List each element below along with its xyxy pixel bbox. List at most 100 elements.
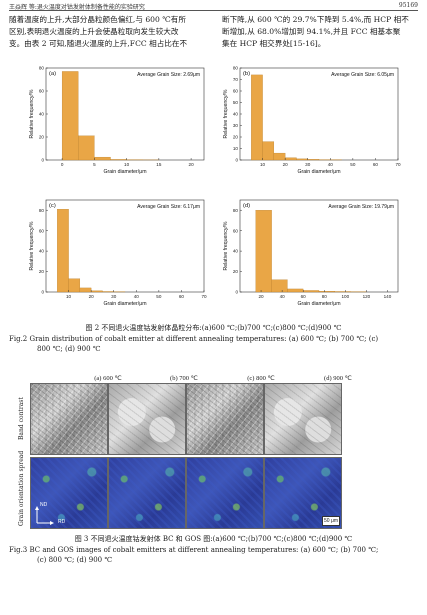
x-tick-label: 5 — [93, 162, 96, 167]
scale-bar: 50 μm — [322, 516, 340, 526]
y-tick-label: 0 — [235, 290, 238, 295]
bc-image-800 — [186, 383, 264, 455]
bar — [262, 141, 275, 161]
y-tick-label: 40 — [39, 249, 45, 254]
x-tick-label: 60 — [179, 294, 185, 299]
histogram-a: 0 20 40 60 80 0 5 10 15 20 Grain diameter/μm Relati… — [28, 64, 208, 182]
average-grain-size: Average Grain Size: 19.79μm — [328, 204, 394, 210]
y-tick-label: 20 — [233, 135, 239, 140]
x-tick-label: 20 — [283, 162, 289, 167]
bar — [61, 71, 79, 161]
x-tick-label: 10 — [124, 162, 130, 167]
fig2-caption-en-line: Fig.2 Grain distribution of cobalt emitt… — [9, 335, 379, 343]
histogram-b: 0 10 20 30 40 50 60 70 80 10 20 30 40 50 60 70 Grain dia… — [222, 64, 402, 182]
y-tick-label: 40 — [39, 112, 45, 117]
x-tick-label: 60 — [373, 162, 379, 167]
fig2-caption-en: Fig.2 Grain distribution of cobalt emitt… — [9, 334, 378, 354]
x-axis-label: Grain diameter/μm — [103, 301, 146, 307]
intro-left-column: 随着温度的上升,大部分晶粒颜色偏红,与 600 ℃有所 区别,表明退火温度的上升… — [9, 14, 214, 50]
x-tick-label: 60 — [301, 294, 307, 299]
bar — [68, 278, 81, 293]
x-tick-label: 140 — [384, 294, 392, 299]
bar — [334, 291, 351, 293]
y-tick-label: 80 — [233, 208, 239, 213]
histogram-svg: 0 20 40 60 80 10 20 30 40 50 60 70 Grain diameter/μm… — [29, 199, 207, 307]
x-tick-label: 40 — [134, 294, 140, 299]
x-axis-label: Grain diameter/μm — [103, 169, 146, 175]
col-label-700: (b) 700 ℃ — [170, 375, 198, 382]
bar — [296, 158, 308, 161]
col-label-800: (c) 800 ℃ — [247, 375, 275, 382]
bar — [110, 159, 127, 161]
x-tick-label: 50 — [350, 162, 356, 167]
panel-label: (c) — [49, 203, 56, 209]
axis-rd-label: RD — [58, 519, 66, 525]
histogram-c: 0 20 40 60 80 10 20 30 40 50 60 70 Grain diameter/μm… — [28, 196, 208, 314]
x-tick-label: 10 — [260, 162, 266, 167]
bc-image-600 — [30, 383, 108, 455]
y-tick-label: 20 — [39, 135, 45, 140]
bar — [307, 159, 320, 161]
histogram-svg: 0 20 40 60 80 0 5 10 15 20 Grain diameter/μm Relati… — [29, 66, 205, 175]
bc-image-900 — [264, 383, 342, 455]
x-tick-label: 40 — [328, 162, 334, 167]
y-tick-label: 80 — [233, 66, 239, 71]
intro-line: 断下降,从 600 ℃的 29.7%下降到 5.4%,而 HCP 相不 — [222, 15, 409, 24]
row-label-gos: Grain orientation spread — [18, 450, 25, 526]
bar — [318, 291, 335, 293]
col-label-600: (a) 600 ℃ — [94, 375, 122, 382]
y-tick-label: 40 — [233, 112, 239, 117]
average-grain-size: Average Grain Size: 6.05μm — [331, 72, 394, 78]
x-tick-label: 50 — [156, 294, 162, 299]
histogram-d: 0 20 40 60 80 20 40 60 80 100 120 140 Grain diameter… — [222, 196, 402, 314]
y-tick-label: 10 — [233, 146, 239, 151]
histogram-svg: 0 20 40 60 80 20 40 60 80 100 120 140 Grain diameter… — [223, 199, 399, 307]
y-tick-label: 60 — [233, 228, 239, 233]
bar — [79, 287, 92, 293]
bar — [57, 209, 69, 293]
x-tick-label: 70 — [395, 162, 401, 167]
running-header: 王焱辉 等:退火温度对钴发射体制备性能的实验研究 — [9, 4, 145, 11]
fig3-caption-en: Fig.3 BC and GOS images of cobalt emitte… — [9, 545, 378, 565]
bar — [287, 288, 304, 293]
panel-label: (b) — [243, 71, 250, 77]
average-grain-size: Average Grain Size: 2.69μm — [137, 72, 200, 78]
y-axis-label: Relative frequency/% — [223, 89, 229, 138]
bar — [273, 152, 286, 161]
axes-indicator-icon — [35, 506, 54, 525]
bar — [94, 156, 111, 161]
y-axis-label: Relative frequency/% — [29, 221, 35, 270]
gos-image-600 — [30, 457, 108, 529]
y-tick-label: 70 — [233, 77, 239, 82]
x-tick-label: 10 — [66, 294, 72, 299]
bar — [102, 291, 114, 293]
y-axis-label: Relative frequency/% — [223, 221, 229, 270]
bar — [271, 279, 288, 293]
x-tick-label: 80 — [322, 294, 328, 299]
bar — [255, 210, 272, 293]
bar — [284, 157, 297, 161]
histogram-svg: 0 10 20 30 40 50 60 70 80 10 20 30 40 50 60 70 Grain dia… — [223, 66, 401, 175]
bar — [251, 74, 263, 161]
intro-right-column: 断下降,从 600 ℃的 29.7%下降到 5.4%,而 HCP 相不 断增加,… — [222, 14, 422, 50]
axis-nd-label: ND — [40, 502, 48, 508]
panel-label: (a) — [49, 71, 56, 77]
x-tick-label: 30 — [111, 294, 117, 299]
x-tick-label: 20 — [259, 294, 265, 299]
gos-image-800 — [186, 457, 264, 529]
x-tick-label: 40 — [280, 294, 286, 299]
x-axis-label: Grain diameter/μm — [297, 301, 340, 307]
y-tick-label: 0 — [41, 158, 44, 163]
y-tick-label: 20 — [233, 269, 239, 274]
intro-line: 随着温度的上升,大部分晶粒颜色偏红,与 600 ℃有所 — [9, 15, 186, 24]
intro-line: 区别,表明退火温度的上升会使晶粒取向发生较大改 — [9, 27, 179, 36]
bc-image-700 — [108, 383, 186, 455]
col-label-900: (d) 900 ℃ — [324, 375, 352, 382]
gos-image-700 — [108, 457, 186, 529]
average-grain-size: Average Grain Size: 6.17μm — [137, 204, 200, 210]
x-tick-label: 120 — [363, 294, 371, 299]
bar — [303, 290, 320, 293]
bar — [90, 290, 103, 293]
y-tick-label: 80 — [39, 208, 45, 213]
fig3-caption-cn: 图 3 不同退火温度钴发射体 BC 和 GOS 图:(a)600 ℃;(b)70… — [74, 535, 353, 543]
